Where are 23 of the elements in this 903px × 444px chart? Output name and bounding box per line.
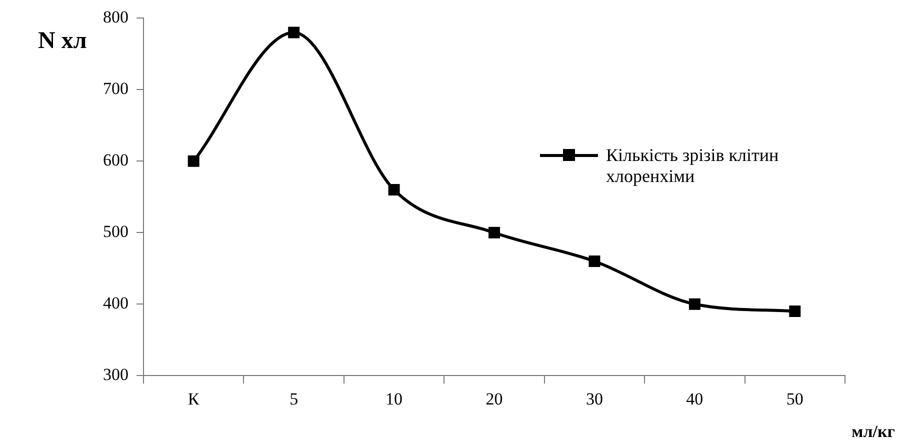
x-tick-label: 40 [686,389,704,408]
y-tick-label: 700 [103,79,128,98]
point [288,26,300,38]
x-tick-label: 30 [586,389,603,408]
x-tick-label: 20 [486,389,503,408]
x-axis-title: мл/кг [852,422,895,442]
point [388,184,400,196]
point [488,226,500,238]
y-tick-label: 400 [103,294,128,313]
legend-label: Кількість зрізів клітин хлоренхіми [606,145,780,187]
y-tick-label: 500 [103,222,128,242]
y-axis-title: N хл [38,28,87,55]
point [588,255,600,267]
y-tick-label: 300 [103,365,128,384]
point [688,298,700,310]
point [789,306,801,318]
point [188,155,200,167]
x-tick-label: 50 [786,389,804,408]
x-tick-label: К [188,389,200,408]
y-tick-label: 600 [103,150,128,170]
y-tick-label: 800 [103,8,128,27]
x-tick-label: 10 [386,389,403,408]
x-tick-label: 5 [290,389,298,408]
